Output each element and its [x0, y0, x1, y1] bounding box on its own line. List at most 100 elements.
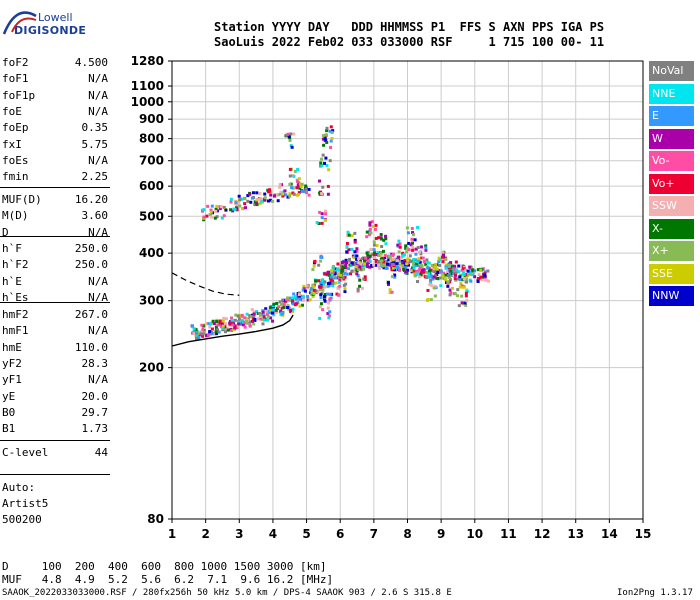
echo-point: [405, 250, 409, 254]
echo-point: [380, 251, 384, 255]
echo-point: [368, 254, 372, 258]
echo-point: [441, 253, 445, 257]
echo-point: [422, 269, 426, 273]
echo-point: [403, 266, 407, 270]
legend-item-noval: NoVal: [649, 61, 694, 81]
echo-point: [234, 313, 238, 317]
echo-point: [250, 196, 254, 200]
echo-point: [237, 322, 241, 326]
echo-point: [345, 250, 349, 254]
echo-point: [312, 264, 316, 268]
header-line-2: SaoLuis 2022 Feb02 033 033000 RSF 1 715 …: [214, 35, 605, 49]
echo-point: [238, 204, 242, 208]
echo-point: [251, 315, 255, 319]
echo-point: [275, 301, 279, 305]
echo-point: [355, 249, 359, 253]
echo-point: [397, 255, 401, 259]
echo-point: [254, 310, 258, 314]
x-tick-label: 7: [370, 527, 378, 541]
echo-point: [329, 277, 333, 281]
echo-point: [369, 231, 373, 235]
echo-point: [439, 258, 443, 262]
echo-point: [438, 263, 442, 267]
echo-point: [215, 209, 219, 213]
echo-point: [369, 248, 373, 252]
echo-point: [330, 137, 334, 141]
echo-point: [255, 199, 259, 203]
echo-point: [286, 296, 290, 300]
echo-point: [294, 297, 298, 301]
echo-point: [317, 222, 321, 226]
echo-point: [280, 302, 284, 306]
echo-point: [443, 273, 447, 277]
echo-point: [321, 279, 325, 283]
echo-point: [232, 328, 236, 332]
echo-point: [366, 259, 370, 263]
echo-point: [486, 269, 490, 273]
echo-point: [320, 221, 324, 225]
echo-point: [398, 242, 402, 246]
echo-point: [309, 291, 313, 295]
param-separator: [0, 474, 110, 475]
param-value: N/A: [88, 72, 108, 86]
echo-point: [331, 129, 335, 133]
echo-point: [355, 247, 359, 251]
param-row: B0 29.7: [2, 406, 108, 422]
echo-point: [346, 231, 350, 235]
echo-point: [377, 263, 381, 267]
echo-point: [218, 323, 222, 327]
echo-point: [321, 137, 325, 141]
echo-point: [300, 182, 304, 186]
param-name: B1: [2, 422, 16, 436]
echo-point: [268, 306, 272, 310]
echo-point: [416, 225, 420, 229]
echo-point: [420, 245, 424, 249]
echo-point: [372, 248, 376, 252]
echo-point: [280, 306, 284, 310]
y-tick-label: 200: [139, 361, 164, 375]
echo-point: [380, 262, 384, 266]
param-value: 250.0: [74, 258, 108, 272]
param-value: N/A: [88, 225, 108, 239]
echo-point: [310, 292, 314, 296]
echo-point: [406, 231, 410, 235]
echo-point: [306, 298, 310, 302]
echo-point: [327, 168, 331, 172]
echo-point: [246, 199, 250, 203]
echo-point: [412, 271, 416, 275]
echo-point: [243, 206, 247, 210]
echo-point: [323, 161, 327, 165]
echo-point: [293, 169, 297, 173]
param-row: foEp 0.35: [2, 121, 108, 137]
x-tick-label: 11: [500, 527, 517, 541]
echo-point: [349, 272, 353, 276]
echo-point: [467, 272, 471, 276]
echo-point: [358, 284, 362, 288]
y-tick-label: 400: [139, 246, 164, 260]
echo-point: [331, 281, 335, 285]
echo-point: [290, 145, 294, 149]
echo-point: [390, 268, 394, 272]
echo-point: [470, 273, 474, 277]
echo-point: [260, 317, 264, 321]
echo-point: [372, 240, 376, 244]
echo-point: [329, 273, 333, 277]
y-tick-label: 300: [139, 294, 164, 308]
echo-point: [424, 276, 428, 280]
echo-point: [417, 258, 421, 262]
echo-point: [350, 247, 354, 251]
echo-point: [285, 298, 289, 302]
echo-point: [476, 268, 480, 272]
echo-point: [458, 285, 462, 289]
echo-point: [337, 272, 341, 276]
echo-point: [300, 189, 304, 193]
echo-point: [460, 301, 464, 305]
echo-point: [218, 205, 222, 209]
echo-point: [429, 281, 433, 285]
echo-point: [465, 289, 469, 293]
echo-point: [473, 275, 477, 279]
echo-point: [312, 288, 316, 292]
x-tick-label: 5: [302, 527, 310, 541]
echo-point: [210, 327, 214, 331]
echo-point: [222, 316, 226, 320]
